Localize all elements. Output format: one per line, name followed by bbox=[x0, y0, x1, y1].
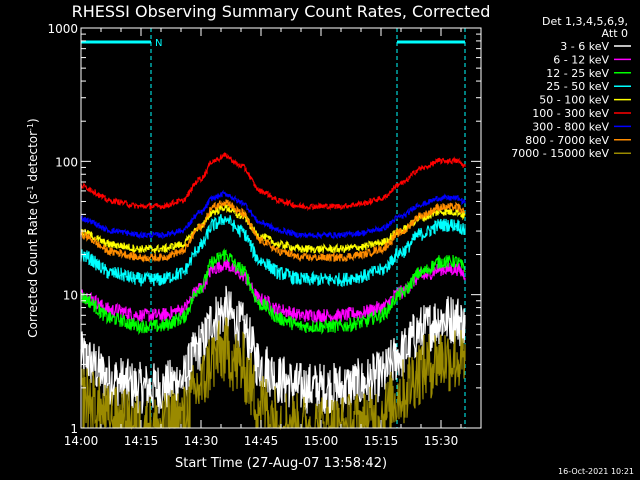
y-axis: 1 10 100 1000 bbox=[47, 22, 481, 436]
series-line-7 bbox=[80, 199, 466, 263]
series-line-3 bbox=[80, 213, 466, 288]
legend-entry-label: 50 - 100 keV bbox=[539, 94, 609, 107]
legend-entry-label: 3 - 6 keV bbox=[560, 40, 609, 53]
legend-entry-label: 300 - 800 keV bbox=[532, 120, 609, 133]
y-axis-label: Corrected Count Rate (s-1 detector-1) bbox=[26, 118, 41, 337]
x-tick-label: 14:45 bbox=[244, 434, 279, 448]
series-line-6 bbox=[80, 189, 466, 240]
legend-entry-label: 100 - 300 keV bbox=[532, 107, 609, 120]
x-tick-label: 14:30 bbox=[184, 434, 219, 448]
legend-entry-label: 800 - 7000 keV bbox=[525, 134, 609, 147]
legend-title-line: Att 0 bbox=[602, 27, 628, 40]
legend-title-line: Det 1,3,4,5,6,9, bbox=[542, 15, 628, 28]
series-line-5 bbox=[80, 151, 466, 212]
legend-entry-label: 6 - 12 keV bbox=[553, 53, 609, 66]
legend-entry-label: 12 - 25 keV bbox=[546, 67, 609, 80]
series-line-0 bbox=[80, 285, 466, 414]
night-label: N bbox=[155, 38, 162, 49]
x-tick-label: 14:00 bbox=[64, 434, 99, 448]
x-tick-label: 15:15 bbox=[364, 434, 399, 448]
x-tick-label: 14:15 bbox=[124, 434, 159, 448]
x-axis: 14:00 14:15 14:30 14:45 15:00 15:15 15:30 bbox=[64, 28, 482, 448]
x-tick-label: 15:30 bbox=[424, 434, 459, 448]
legend-entry-label: 25 - 50 keV bbox=[546, 80, 609, 93]
timestamp: 16-Oct-2021 10:21 bbox=[558, 467, 634, 476]
series-layer bbox=[80, 151, 466, 431]
y-tick-label: 100 bbox=[55, 155, 78, 169]
x-axis-label: Start Time (27-Aug-07 13:58:42) bbox=[175, 456, 387, 471]
x-tick-label: 15:00 bbox=[304, 434, 339, 448]
y-tick-label: 10 bbox=[63, 289, 78, 303]
y-tick-label: 1000 bbox=[47, 22, 78, 36]
chart-title: RHESSI Observing Summary Count Rates, Co… bbox=[72, 2, 491, 21]
series-line-2 bbox=[80, 247, 466, 336]
y-tick-label: 1 bbox=[70, 422, 78, 436]
legend-entry-label: 7000 - 15000 keV bbox=[511, 147, 609, 160]
